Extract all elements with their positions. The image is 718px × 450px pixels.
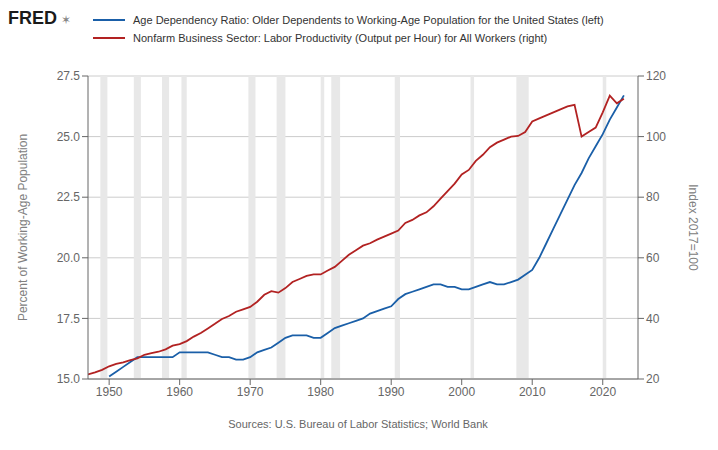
svg-text:1980: 1980 <box>307 385 334 399</box>
svg-text:100: 100 <box>646 130 666 144</box>
svg-text:1960: 1960 <box>166 385 193 399</box>
svg-text:Percent of Working-Age Populat: Percent of Working-Age Population <box>16 134 30 321</box>
svg-text:40: 40 <box>646 312 660 326</box>
svg-text:1970: 1970 <box>237 385 264 399</box>
svg-text:2020: 2020 <box>589 385 616 399</box>
svg-text:2000: 2000 <box>448 385 475 399</box>
svg-text:22.5: 22.5 <box>57 190 81 204</box>
html-text:Age Dependency Ratio: Older De: Age Dependency Ratio: Older Dependents t… <box>133 14 604 26</box>
svg-text:20: 20 <box>646 372 660 386</box>
svg-text:2010: 2010 <box>519 385 546 399</box>
html-text:FRED ✶: FRED ✶ <box>8 8 72 28</box>
svg-text:17.5: 17.5 <box>57 312 81 326</box>
svg-text:15.0: 15.0 <box>57 372 81 386</box>
svg-text:1950: 1950 <box>96 385 123 399</box>
svg-text:60: 60 <box>646 251 660 265</box>
html-text:Sources: U.S. Bureau of Labor: Sources: U.S. Bureau of Labor Statistics… <box>228 418 488 430</box>
svg-text:Index 2017=100: Index 2017=100 <box>686 184 700 271</box>
svg-text:25.0: 25.0 <box>57 130 81 144</box>
svg-text:1990: 1990 <box>378 385 405 399</box>
svg-text:80: 80 <box>646 190 660 204</box>
svg-text:120: 120 <box>646 69 666 83</box>
svg-text:27.5: 27.5 <box>57 69 81 83</box>
svg-text:20.0: 20.0 <box>57 251 81 265</box>
html-text:Nonfarm Business Sector: Labor: Nonfarm Business Sector: Labor Productiv… <box>133 32 548 44</box>
